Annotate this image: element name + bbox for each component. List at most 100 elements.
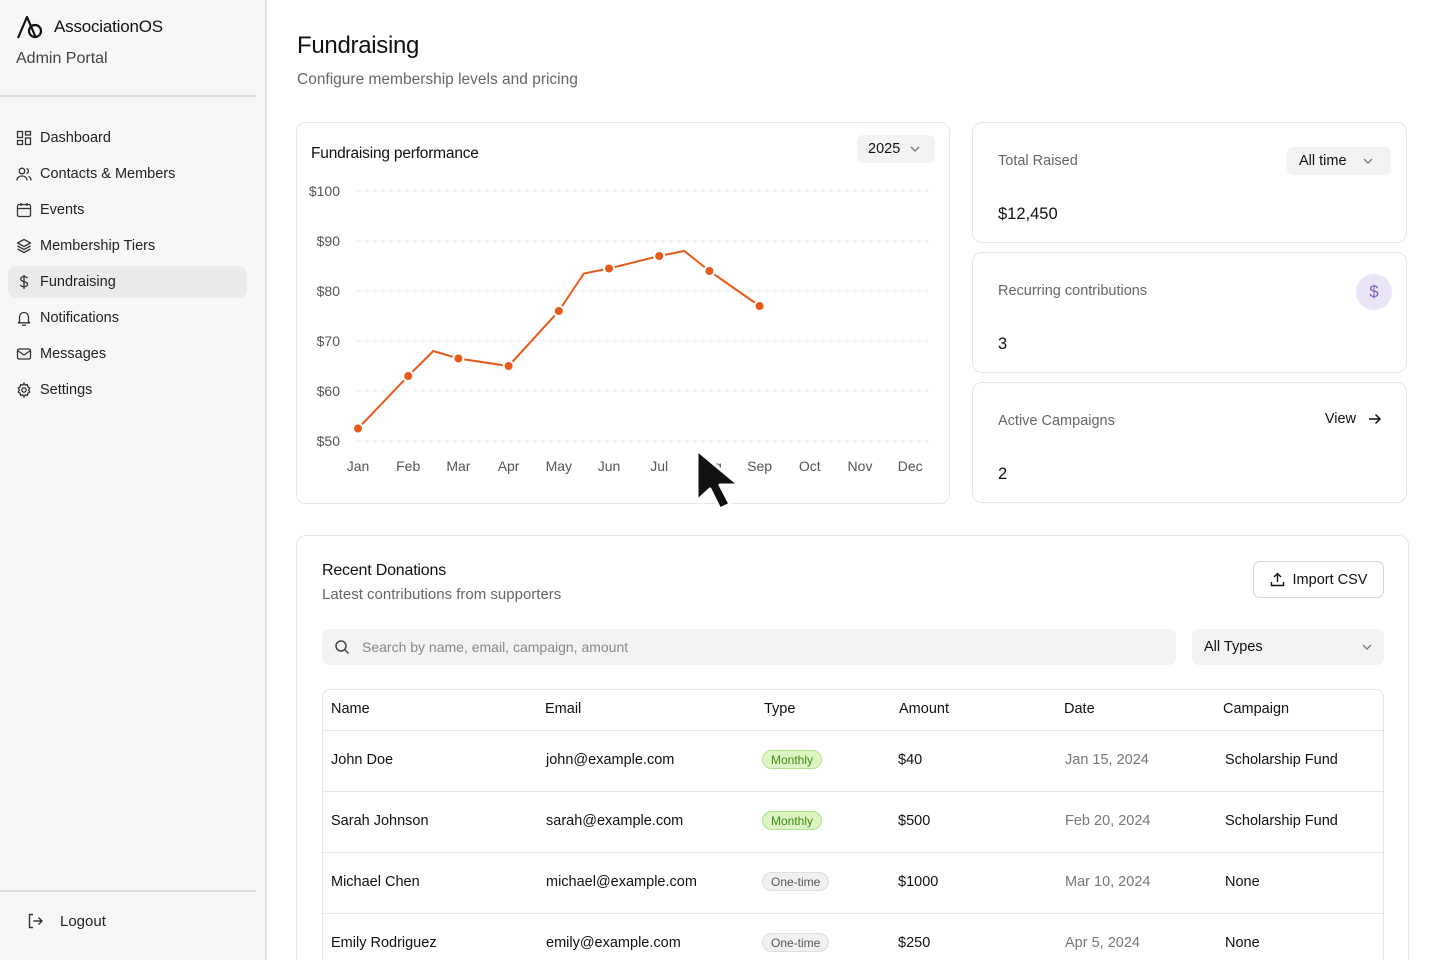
view-campaigns-link[interactable]: View <box>1325 411 1382 427</box>
table-row[interactable]: Michael Chen michael@example.com One-tim… <box>323 853 1383 914</box>
view-link-label: View <box>1324 411 1356 427</box>
year-select-value: 2025 <box>868 141 901 157</box>
sidebar-bottom-divider <box>0 890 256 892</box>
sidebar-item-label: Dashboard <box>40 130 111 146</box>
type-filter-select[interactable]: All Types <box>1192 629 1384 665</box>
data-point <box>452 352 465 365</box>
sidebar-nav: Dashboard Contacts & Members Events Memb… <box>8 122 247 410</box>
chevron-down-icon <box>910 146 920 152</box>
search-input[interactable] <box>362 639 1142 655</box>
mail-icon <box>16 346 32 362</box>
sidebar-item-messages[interactable]: Messages <box>8 338 247 370</box>
donations-title: Recent Donations <box>322 562 446 579</box>
cell-amount: $1000 <box>898 874 939 890</box>
brand[interactable]: AssociationOS <box>16 14 163 40</box>
type-badge: One-time <box>762 872 830 891</box>
y-tick-label: $60 <box>317 383 341 399</box>
cell-email: emily@example.com <box>546 935 681 951</box>
bell-icon <box>16 310 32 326</box>
data-point <box>552 305 565 317</box>
page-title: Fundraising <box>297 32 420 59</box>
x-tick-label: Sep <box>747 458 772 474</box>
cell-email: sarah@example.com <box>546 813 684 829</box>
type-filter-value: All Types <box>1204 639 1263 655</box>
column-header-email[interactable]: Email <box>545 701 582 717</box>
sidebar-divider <box>0 95 256 97</box>
sidebar-item-membership-tiers[interactable]: Membership Tiers <box>8 230 247 262</box>
cell-email: michael@example.com <box>546 874 697 890</box>
year-select[interactable]: 2025 <box>857 135 935 163</box>
x-tick-label: Jan <box>347 458 370 474</box>
cell-campaign: Scholarship Fund <box>1225 813 1338 829</box>
total-raised-card: Total Raised All time $12,450 <box>972 122 1407 243</box>
table-row[interactable]: Emily Rodriguez emily@example.com One-ti… <box>323 914 1383 960</box>
recurring-label: Recurring contributions <box>998 283 1148 299</box>
table-row[interactable]: Sarah Johnson sarah@example.com Monthly … <box>323 792 1383 853</box>
brand-name: AssociationOS <box>54 17 163 36</box>
search-field[interactable] <box>322 629 1176 665</box>
x-tick-label: Mar <box>446 458 470 474</box>
cell-amount: $500 <box>898 813 931 829</box>
total-raised-label: Total Raised <box>998 153 1078 169</box>
dollar-badge-icon: $ <box>1356 274 1392 310</box>
series-line <box>357 249 761 430</box>
chart-title: Fundraising performance <box>311 145 479 162</box>
cell-date: Mar 10, 2024 <box>1065 874 1151 890</box>
performance-line-chart: $100 $90 $80 $70 $60 $50 Jan Feb Mar Apr May Jun Jul… <box>309 183 933 474</box>
sidebar-item-fundraising[interactable]: Fundraising <box>8 266 247 298</box>
column-header-type[interactable]: Type <box>764 701 796 717</box>
sidebar-item-label: Membership Tiers <box>40 238 156 254</box>
y-tick-label: $70 <box>317 333 341 349</box>
x-tick-label: Jun <box>598 458 621 474</box>
time-range-value: All time <box>1299 153 1347 169</box>
data-point <box>402 370 415 382</box>
cell-email: john@example.com <box>546 752 675 768</box>
type-badge: One-time <box>762 933 830 952</box>
y-tick-label: $90 <box>317 233 341 249</box>
cell-name: John Doe <box>331 752 394 768</box>
data-point <box>603 262 615 275</box>
upload-icon <box>1270 572 1284 587</box>
x-tick-label: Nov <box>848 458 873 474</box>
mouse-cursor-icon <box>695 448 741 511</box>
cell-campaign: None <box>1225 935 1260 951</box>
sidebar: AssociationOS Admin Portal Dashboard Con… <box>0 0 267 960</box>
search-icon <box>335 640 350 655</box>
column-header-amount[interactable]: Amount <box>899 701 949 717</box>
cell-amount: $40 <box>898 752 923 768</box>
sidebar-item-label: Settings <box>40 382 93 398</box>
sidebar-item-notifications[interactable]: Notifications <box>8 302 247 334</box>
table-row[interactable]: John Doe john@example.com Monthly $40 Ja… <box>323 731 1383 792</box>
column-header-campaign[interactable]: Campaign <box>1223 701 1290 717</box>
cell-name: Sarah Johnson <box>331 813 429 829</box>
column-header-name[interactable]: Name <box>331 701 370 717</box>
sidebar-item-label: Contacts & Members <box>40 166 176 182</box>
cell-name: Michael Chen <box>331 874 420 890</box>
arrow-right-icon <box>1369 413 1382 425</box>
y-tick-label: $80 <box>317 283 341 299</box>
column-header-date[interactable]: Date <box>1064 701 1095 717</box>
import-csv-button[interactable]: Import CSV <box>1253 561 1384 598</box>
sidebar-item-contacts-members[interactable]: Contacts & Members <box>8 158 247 190</box>
x-tick-label: Apr <box>498 458 520 474</box>
logout-icon <box>28 913 43 929</box>
type-badge: Monthly <box>762 750 823 769</box>
data-point <box>653 250 666 262</box>
sidebar-item-events[interactable]: Events <box>8 194 247 226</box>
campaigns-label: Active Campaigns <box>998 413 1115 429</box>
cell-amount: $250 <box>898 935 931 951</box>
logout-button[interactable]: Logout <box>26 912 106 930</box>
cell-date: Jan 15, 2024 <box>1065 752 1149 768</box>
cell-date: Apr 5, 2024 <box>1065 935 1140 951</box>
x-tick-label: Feb <box>396 458 420 474</box>
import-csv-label: Import CSV <box>1292 571 1368 588</box>
sidebar-item-label: Notifications <box>40 310 119 326</box>
x-tick-label: Dec <box>898 458 923 474</box>
type-badge: Monthly <box>762 811 823 830</box>
cell-date: Feb 20, 2024 <box>1065 813 1151 829</box>
sidebar-item-dashboard[interactable]: Dashboard <box>8 122 247 154</box>
sidebar-item-settings[interactable]: Settings <box>8 374 247 406</box>
donations-table: Name Email Type Amount Date Campaign Joh… <box>322 689 1384 960</box>
time-range-select[interactable]: All time <box>1287 147 1391 175</box>
cell-campaign: None <box>1225 874 1260 890</box>
